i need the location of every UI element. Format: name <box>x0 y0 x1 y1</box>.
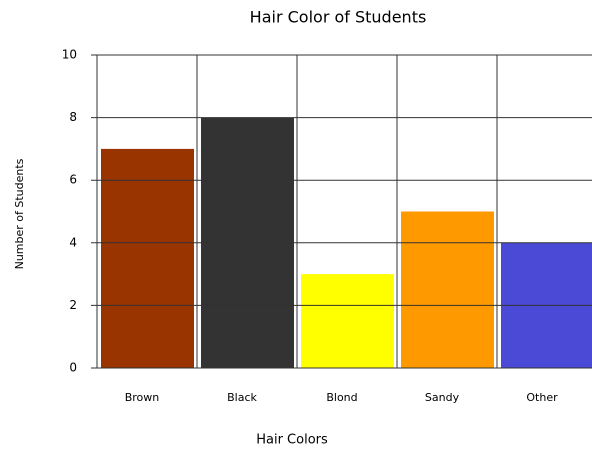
bar <box>301 274 394 368</box>
y-tick-label: 10 <box>62 48 77 62</box>
x-tick-label: Black <box>227 391 257 404</box>
bar <box>101 148 194 368</box>
x-tick-label: Sandy <box>425 391 460 404</box>
y-tick-label: 2 <box>69 298 77 312</box>
x-tick-label: Blond <box>326 391 357 404</box>
y-tick-label: 8 <box>69 110 77 124</box>
x-tick-label: Brown <box>125 391 160 404</box>
chart-title: Hair Color of Students <box>250 8 427 27</box>
y-tick-label: 0 <box>69 361 77 375</box>
x-tick-label: Other <box>526 391 558 404</box>
bar <box>401 211 494 368</box>
y-tick-label: 4 <box>69 235 77 249</box>
x-axis-label: Hair Colors <box>256 433 328 448</box>
y-axis-label: Number of Students <box>13 158 26 269</box>
y-tick-label: 6 <box>69 173 77 187</box>
